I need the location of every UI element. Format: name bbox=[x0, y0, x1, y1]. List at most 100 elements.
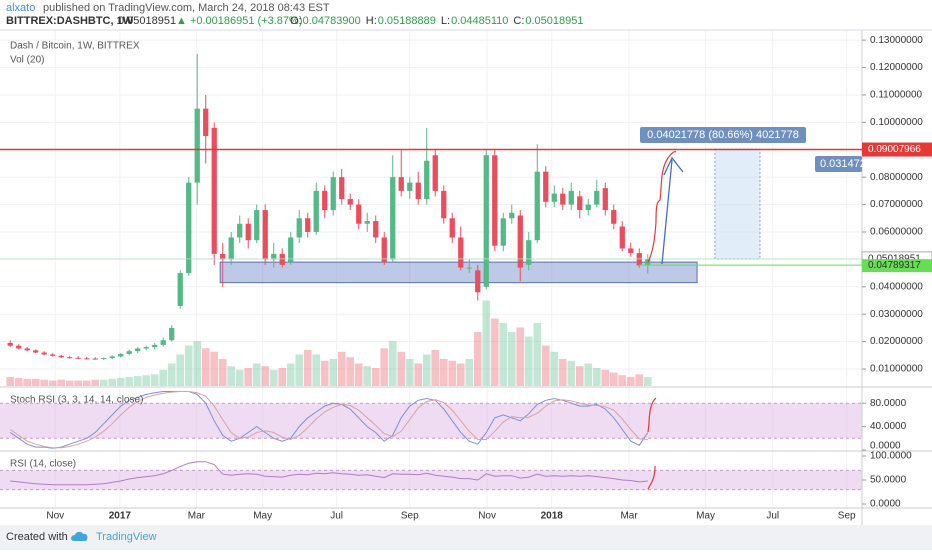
x-tick-label: Nov bbox=[478, 511, 496, 522]
candle-body bbox=[364, 221, 370, 224]
drawing bbox=[647, 397, 657, 433]
candle-body bbox=[424, 160, 430, 200]
chart-title: Dash / Bitcoin, 1W, BITTREX bbox=[10, 41, 140, 52]
candle-body bbox=[449, 218, 455, 238]
candle-body bbox=[177, 273, 183, 306]
volume-bar bbox=[584, 363, 593, 386]
candle-body bbox=[441, 190, 447, 219]
candle-body bbox=[58, 355, 64, 358]
y-tick-label: 50.0000 bbox=[870, 475, 907, 486]
arrow-head bbox=[663, 156, 684, 176]
x-tick-label: Jul bbox=[766, 511, 779, 522]
candle-body bbox=[84, 358, 90, 360]
candle-body bbox=[568, 190, 574, 205]
x-tick-label: May bbox=[696, 511, 715, 522]
volume-bar bbox=[303, 350, 312, 386]
candle-body bbox=[75, 357, 81, 359]
volume-bar bbox=[150, 374, 159, 386]
volume-bar bbox=[48, 380, 57, 386]
ohlc-value: 0.04485110 bbox=[451, 15, 508, 27]
volume-bar bbox=[261, 366, 270, 386]
candle-body bbox=[339, 177, 345, 200]
candle-body bbox=[398, 177, 404, 191]
volume-bar bbox=[184, 345, 193, 386]
price-tag bbox=[862, 142, 932, 157]
candle-body bbox=[543, 171, 549, 202]
last-price: 0.05018951 bbox=[118, 15, 176, 27]
volume-bar bbox=[533, 323, 542, 386]
drawing bbox=[647, 465, 656, 490]
volume-bar bbox=[125, 377, 134, 386]
x-tick-label: 2018 bbox=[541, 511, 564, 522]
created-with: Created with bbox=[6, 531, 68, 543]
volume-bar bbox=[626, 377, 635, 386]
candle-body bbox=[356, 204, 362, 224]
volume-bar bbox=[405, 359, 414, 386]
ohlc-label: L: bbox=[441, 15, 450, 27]
author[interactable]: alxato bbox=[6, 2, 35, 14]
candle-body bbox=[432, 155, 438, 191]
y-tick-label: 0.02000000 bbox=[870, 336, 923, 347]
volume-bar bbox=[235, 369, 244, 386]
candle-body bbox=[152, 344, 158, 348]
volume-bar bbox=[524, 336, 533, 386]
x-tick-label: Sep bbox=[838, 511, 856, 522]
footer bbox=[0, 525, 932, 550]
volume-bar bbox=[312, 354, 321, 386]
candle-body bbox=[288, 237, 294, 263]
volume-bar bbox=[516, 327, 525, 386]
candle-body bbox=[551, 193, 557, 202]
panes bbox=[0, 29, 932, 525]
volume-bar bbox=[142, 375, 151, 386]
volume-bar bbox=[210, 351, 219, 386]
measure-label-box bbox=[640, 127, 806, 143]
volume-bar bbox=[499, 323, 508, 386]
candle-body bbox=[101, 358, 107, 360]
candle-body bbox=[186, 182, 192, 274]
volume-bar bbox=[388, 341, 397, 386]
volume-bar bbox=[133, 376, 142, 386]
volume-bar bbox=[601, 369, 610, 386]
candle-body bbox=[611, 210, 617, 224]
brand[interactable]: TradingView bbox=[96, 531, 157, 543]
candle-body bbox=[322, 190, 328, 211]
candle-body bbox=[313, 190, 319, 232]
price-tag bbox=[862, 259, 932, 273]
ohlc-value: 0.04783900 bbox=[303, 15, 361, 27]
target-label: 0.031472 bbox=[820, 158, 866, 170]
volume-bar bbox=[74, 380, 83, 386]
volume-bar bbox=[244, 368, 253, 386]
y-tick-label: 0.11000000 bbox=[870, 90, 923, 101]
candle-body bbox=[390, 177, 396, 260]
candle-body bbox=[296, 218, 302, 238]
candle-body bbox=[492, 155, 498, 246]
price-tag-label: 0.05018951 bbox=[868, 254, 921, 265]
candle-body bbox=[237, 223, 243, 238]
band bbox=[0, 470, 862, 490]
volume-bar bbox=[82, 380, 91, 386]
volume-bar bbox=[550, 351, 559, 386]
volume-bar bbox=[65, 380, 74, 386]
volume-bar bbox=[465, 359, 474, 386]
volume-bar bbox=[422, 354, 431, 386]
candle-body bbox=[500, 218, 506, 246]
volume-bar bbox=[397, 351, 406, 386]
indicator-line bbox=[9, 391, 649, 449]
volume-bar bbox=[176, 354, 185, 386]
volume-bar bbox=[116, 377, 125, 386]
candle-body bbox=[24, 348, 30, 351]
candle-body bbox=[33, 350, 39, 353]
candle-body bbox=[160, 340, 166, 345]
y-tick-label: 0.06000000 bbox=[870, 227, 923, 238]
candle-body bbox=[475, 270, 481, 293]
volume-bar bbox=[57, 379, 66, 386]
candle-body bbox=[194, 108, 200, 183]
pane-title: Stoch RSI (3, 3, 14, 14, close) bbox=[10, 395, 143, 406]
x-tick-label: Mar bbox=[188, 511, 206, 522]
candle-body bbox=[109, 356, 115, 359]
y-tick-label: 80.0000 bbox=[870, 398, 907, 409]
candle-body bbox=[126, 351, 132, 354]
candle-body bbox=[203, 108, 209, 137]
volume-bar bbox=[31, 378, 40, 386]
